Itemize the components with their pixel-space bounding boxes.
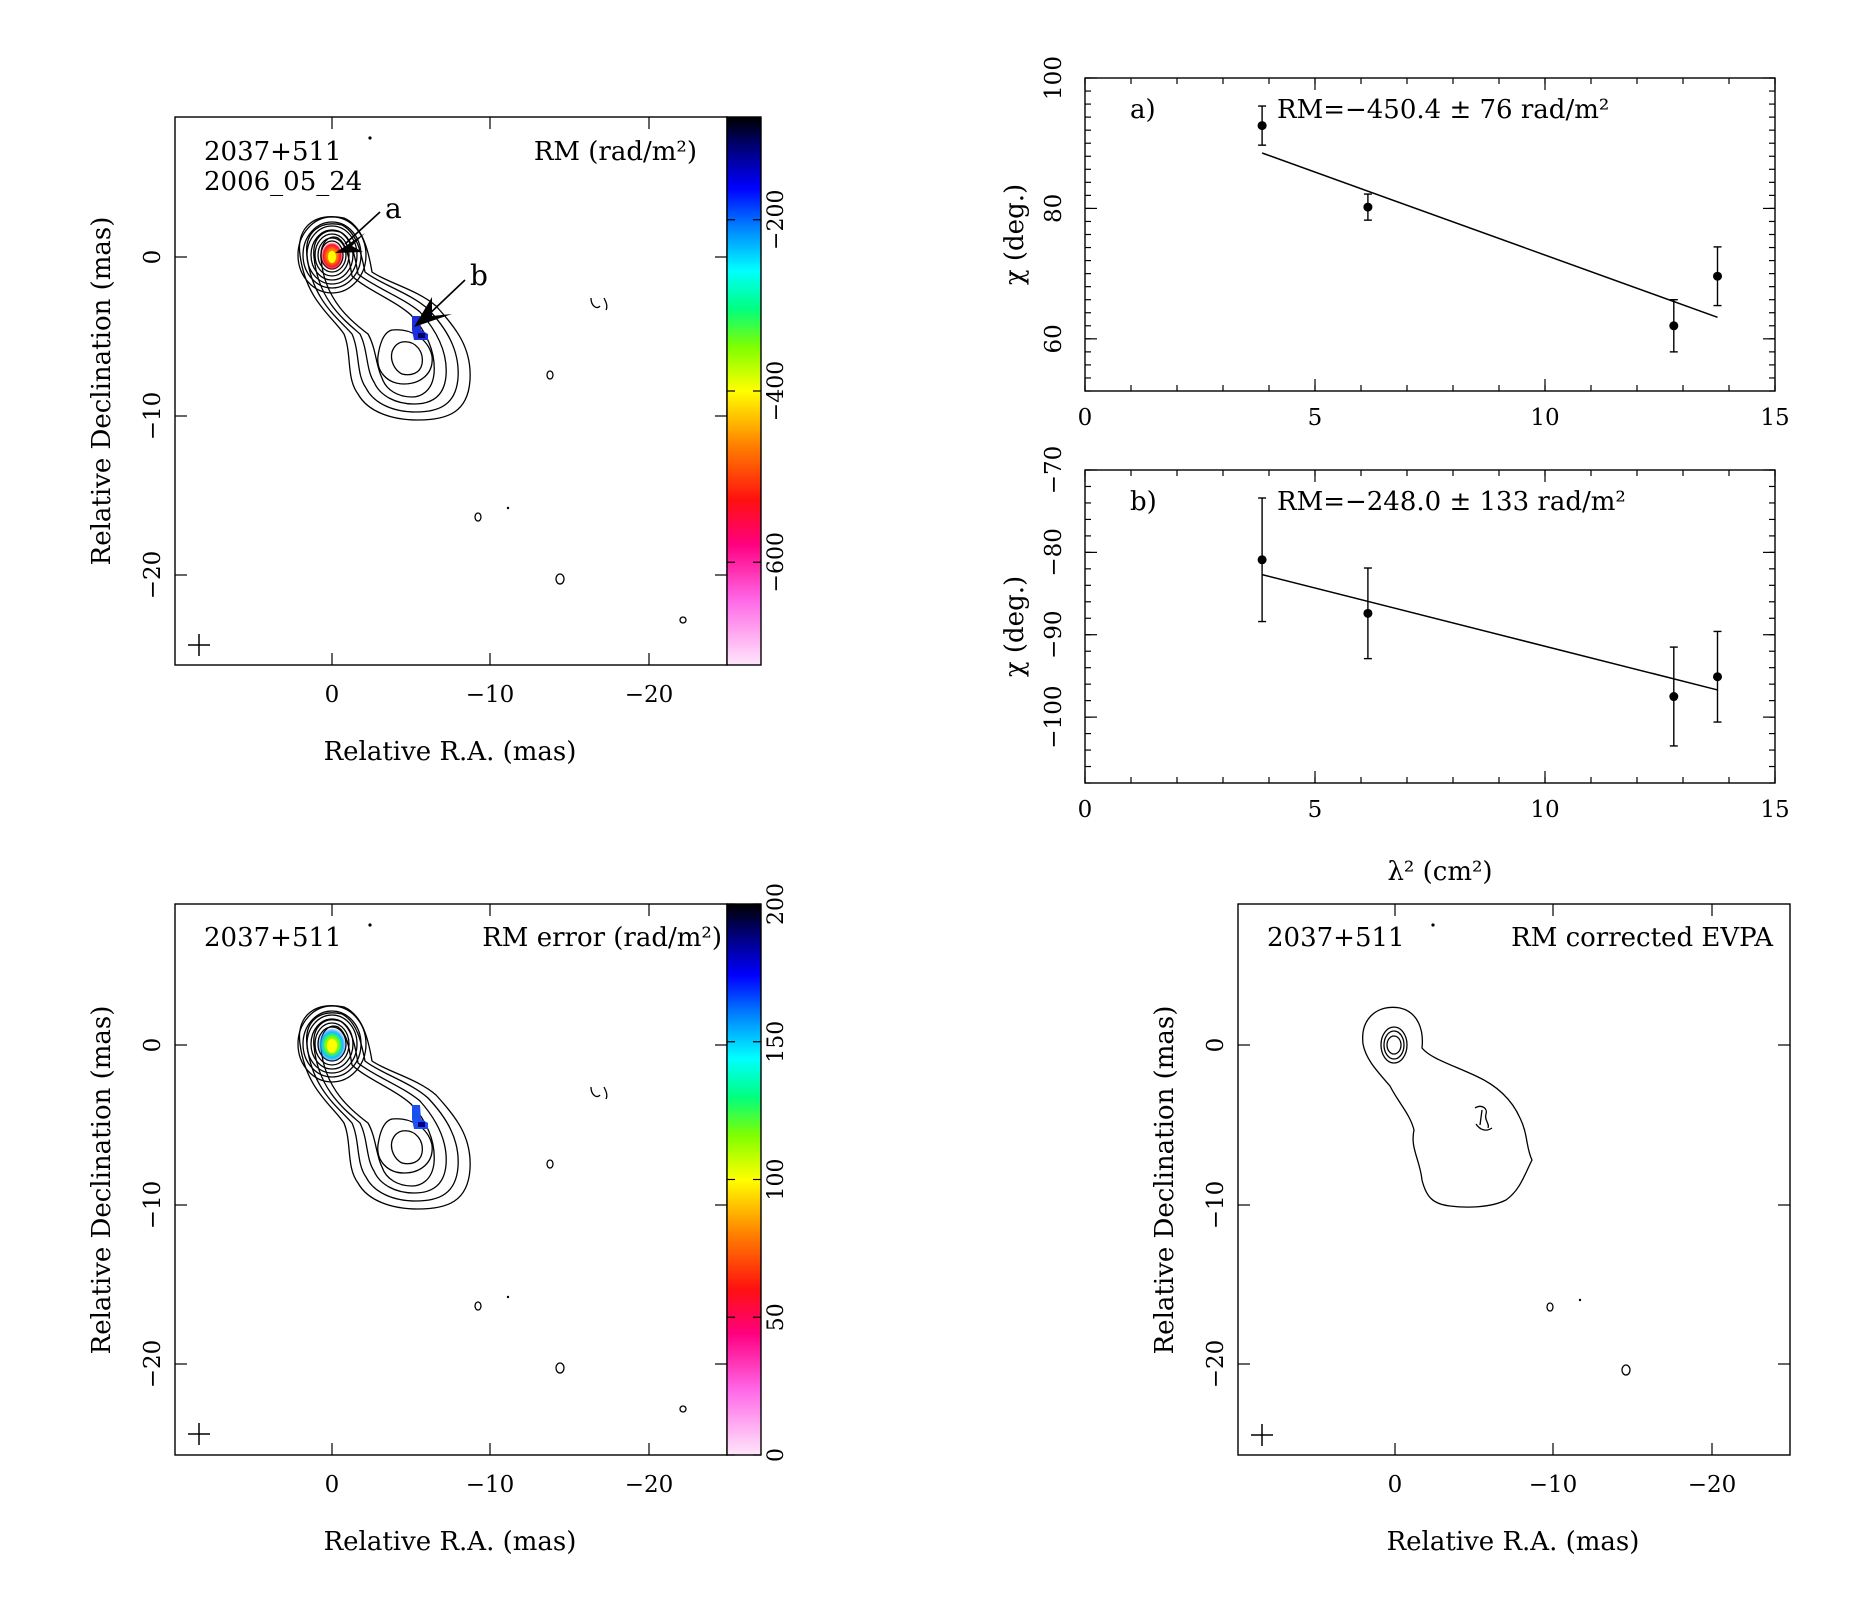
data-point <box>1713 271 1722 281</box>
fit-shared-xlabel: λ² (cm²) <box>1387 857 1492 887</box>
rm-map-frame <box>174 116 728 666</box>
rm-map-panel: 0 −10 −20 0 −10 −20 Relative R.A. (mas) … <box>87 116 789 767</box>
rm-error-map-frame <box>174 903 728 1456</box>
colorbar-tick-label: 50 <box>764 1303 789 1331</box>
arrow-a-line <box>344 211 381 245</box>
rm-map-contours <box>297 136 687 624</box>
fit-ytick-label: −100 <box>1041 686 1067 749</box>
rm-colorbar-ticks: −200 −400 −600 <box>727 190 789 592</box>
fit-ytick-label: −70 <box>1041 446 1067 495</box>
evpa-map-frame <box>1237 903 1791 1456</box>
evpa-xtick: −20 <box>1688 1472 1737 1498</box>
rm-error-xtick: −20 <box>625 1472 674 1498</box>
rm-map-date: 2006_05_24 <box>204 167 362 197</box>
rm-map-ytick: −20 <box>140 551 166 600</box>
fit-ytick-label: 80 <box>1041 194 1067 223</box>
rm-error-ytick: −10 <box>140 1181 166 1230</box>
fit-line <box>1261 573 1718 691</box>
evpa-xlabel: Relative R.A. (mas) <box>1387 1527 1640 1557</box>
rm-map-xtick: −10 <box>466 682 515 708</box>
rm-map-quantity: RM (rad/m²) <box>534 137 697 167</box>
rm-jet-knot-dark <box>418 333 425 338</box>
evpa-ytick: −10 <box>1203 1181 1229 1230</box>
beam-cross <box>188 634 210 656</box>
data-point <box>1363 202 1373 212</box>
fit-ytick-label: 100 <box>1041 56 1067 100</box>
fit-xtick-label: 0 <box>1078 405 1093 431</box>
fit-ylabel: χ (deg.) <box>1000 184 1030 285</box>
rm-error-ytick: 0 <box>140 1038 166 1053</box>
fit-ylabel: χ (deg.) <box>1000 576 1030 677</box>
colorbar-tick-label: −400 <box>764 361 789 421</box>
rm-error-ytick: −20 <box>140 1340 166 1389</box>
fit-annotation: RM=−450.4 ± 76 rad/m² <box>1277 95 1609 125</box>
fit-frame <box>1084 469 1776 784</box>
fit-panel-label: b) <box>1130 487 1157 517</box>
rm-map-ytick: 0 <box>140 250 166 265</box>
rm-error-colorbar-ticks: 0 50 100 150 200 <box>727 883 789 1462</box>
evpa-map-ticks <box>1238 904 1790 1455</box>
rm-error-contours <box>188 1005 687 1445</box>
fit-panel-label: a) <box>1130 95 1156 125</box>
colorbar-tick-label: 150 <box>764 1021 789 1063</box>
data-point <box>1257 121 1267 131</box>
fit-panel-b: 0 5 10 15 −70 −80 −90 −100 χ (deg.) b) RM=−248.0 ±… <box>1000 446 1790 823</box>
fit-xtick-label: 5 <box>1308 405 1323 431</box>
colorbar-tick-label: −200 <box>764 190 789 250</box>
evpa-ytick: −20 <box>1203 1340 1229 1389</box>
rm-error-core-center <box>327 1039 337 1053</box>
rm-error-map-panel: 0 −10 −20 0 −10 −20 Relative R.A. (mas) … <box>87 883 789 1557</box>
rm-map-xtick: −20 <box>625 682 674 708</box>
colorbar-tick-label: 100 <box>764 1159 789 1201</box>
fit-panel-a: 0 5 10 15 60 80 100 χ (deg.) a) RM=−450.4 ± 76 ra… <box>1000 56 1790 431</box>
evpa-source: 2037+511 <box>1267 923 1405 953</box>
colorbar-tick-label: −600 <box>764 532 789 592</box>
marker-a-label: a <box>385 192 402 225</box>
fit-ytick-label: −80 <box>1041 528 1067 577</box>
fit-xtick-label: 15 <box>1760 797 1789 823</box>
evpa-ytick: 0 <box>1203 1038 1229 1053</box>
rm-error-xlabel: Relative R.A. (mas) <box>324 1527 577 1557</box>
arrow-a-head <box>335 233 365 253</box>
fit-xtick-label: 0 <box>1078 797 1093 823</box>
evpa-quantity: RM corrected EVPA <box>1511 923 1774 953</box>
rm-error-quantity: RM error (rad/m²) <box>482 923 722 953</box>
rm-error-map-ticks <box>175 904 727 1455</box>
colorbar-tick-label: 200 <box>764 883 789 925</box>
data-point <box>1669 321 1679 331</box>
rm-error-ylabel: Relative Declination (mas) <box>87 1006 117 1355</box>
rm-map-source: 2037+511 <box>204 137 342 167</box>
rm-map-ylabel: Relative Declination (mas) <box>87 217 117 566</box>
rm-map-xlabel: Relative R.A. (mas) <box>324 737 577 767</box>
rm-error-xtick: −10 <box>466 1472 515 1498</box>
marker-b-label: b <box>470 259 488 292</box>
fit-line <box>1261 152 1718 319</box>
data-point <box>1713 672 1722 682</box>
fit-xtick-label: 5 <box>1308 797 1323 823</box>
fit-xtick-label: 10 <box>1530 797 1559 823</box>
evpa-map-panel: 0 −10 −20 0 −10 −20 Relative R.A. (mas) … <box>1150 903 1791 1557</box>
rm-map-xtick: 0 <box>325 682 340 708</box>
rm-core-center <box>328 251 336 263</box>
colorbar-tick-label: 0 <box>764 1448 789 1462</box>
evpa-xtick: 0 <box>1388 1472 1403 1498</box>
fit-ytick-label: 60 <box>1041 324 1067 353</box>
fit-ytick-label: −90 <box>1041 610 1067 659</box>
fit-xtick-label: 15 <box>1760 405 1789 431</box>
data-point <box>1257 555 1267 565</box>
data-point <box>1363 608 1373 618</box>
evpa-contours <box>1251 1006 1631 1446</box>
data-point <box>1669 692 1679 702</box>
evpa-ylabel: Relative Declination (mas) <box>1150 1006 1180 1355</box>
evpa-xtick: −10 <box>1529 1472 1578 1498</box>
rm-map-ytick: −10 <box>140 392 166 441</box>
rm-error-source: 2037+511 <box>204 923 342 953</box>
rm-error-xtick: 0 <box>325 1472 340 1498</box>
rm-map-ticks <box>175 117 727 665</box>
fit-xtick-label: 10 <box>1530 405 1559 431</box>
arrow-b-head <box>414 297 452 327</box>
fit-annotation: RM=−248.0 ± 133 rad/m² <box>1277 487 1626 517</box>
